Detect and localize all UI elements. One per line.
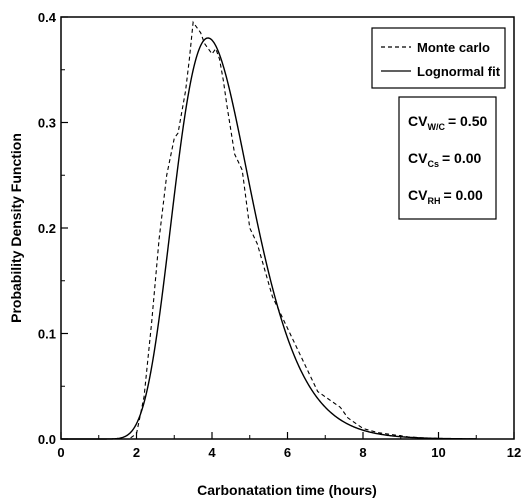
x-tick-label: 0 [57, 445, 64, 460]
cv-prefix: CV [408, 187, 428, 203]
cv-line-cs: CVCs = 0.00 [408, 150, 481, 169]
cv-box [398, 96, 497, 220]
x-tick-label: 2 [133, 445, 140, 460]
x-tick-label: 6 [284, 445, 291, 460]
legend-label-lognormal-fit: Lognormal fit [417, 64, 501, 79]
cv-line-rh: CVRH = 0.00 [408, 187, 483, 206]
x-tick-label: 8 [359, 445, 366, 460]
series-layer [61, 20, 477, 440]
y-tick-label: 0.4 [38, 10, 57, 25]
cv-value: = 0.50 [448, 113, 488, 129]
cv-subscript: Cs [427, 159, 439, 169]
cv-value: = 0.00 [442, 150, 482, 166]
cv-prefix: CV [408, 113, 428, 129]
y-tick-label: 0.3 [38, 116, 56, 131]
cv-value: = 0.00 [443, 187, 483, 203]
y-tick-label: 0.1 [38, 327, 56, 342]
series-line-monte-carlo [61, 20, 477, 440]
y-tick-label: 0.2 [38, 221, 56, 236]
y-tick-label: 0.0 [38, 432, 56, 447]
x-tick-label: 10 [431, 445, 445, 460]
cv-prefix: CV [408, 150, 428, 166]
cv-subscript: RH [427, 196, 440, 206]
cv-subscript: W/C [427, 122, 445, 132]
y-axis-title: Probability Density Function [8, 133, 24, 323]
legend-box [371, 27, 506, 89]
cv-annotation: CVW/C = 0.50 CVCs = 0.00 CVRH = 0.00 [398, 96, 497, 220]
cv-line-wc: CVW/C = 0.50 [408, 113, 487, 132]
x-tick-label: 12 [507, 445, 521, 460]
x-axis-title: Carbonatation time (hours) [197, 482, 377, 498]
series-line-lognormal-fit [61, 37, 477, 440]
legend: Monte carlo Lognormal fit [371, 27, 506, 89]
legend-label-monte-carlo: Monte carlo [417, 40, 490, 55]
x-tick-label: 4 [208, 445, 216, 460]
